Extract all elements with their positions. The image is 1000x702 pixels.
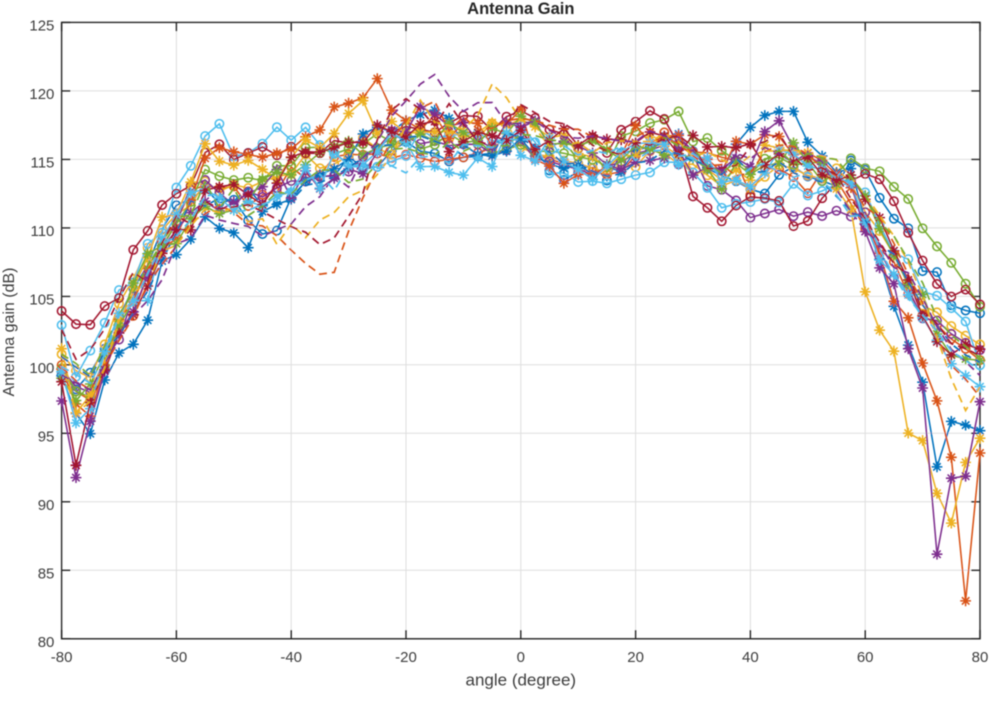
svg-text:105: 105 xyxy=(29,291,54,308)
svg-text:-40: -40 xyxy=(280,649,302,666)
svg-text:Antenna gain (dB): Antenna gain (dB) xyxy=(1,268,18,397)
svg-text:Antenna Gain: Antenna Gain xyxy=(467,0,574,18)
svg-text:60: 60 xyxy=(857,649,874,666)
svg-text:0: 0 xyxy=(517,649,525,666)
svg-text:40: 40 xyxy=(742,649,759,666)
svg-text:125: 125 xyxy=(29,17,54,34)
svg-text:110: 110 xyxy=(30,223,54,240)
svg-text:100: 100 xyxy=(29,360,54,377)
svg-text:angle (degree): angle (degree) xyxy=(466,671,577,690)
svg-text:85: 85 xyxy=(38,565,55,582)
svg-text:115: 115 xyxy=(30,154,54,171)
svg-text:20: 20 xyxy=(627,649,644,666)
svg-text:80: 80 xyxy=(972,649,989,666)
svg-text:90: 90 xyxy=(38,497,55,514)
svg-text:120: 120 xyxy=(29,86,54,103)
svg-text:-20: -20 xyxy=(395,649,417,666)
svg-text:-60: -60 xyxy=(166,649,188,666)
svg-text:-80: -80 xyxy=(51,649,73,666)
svg-text:80: 80 xyxy=(38,634,55,651)
svg-text:95: 95 xyxy=(38,428,55,445)
